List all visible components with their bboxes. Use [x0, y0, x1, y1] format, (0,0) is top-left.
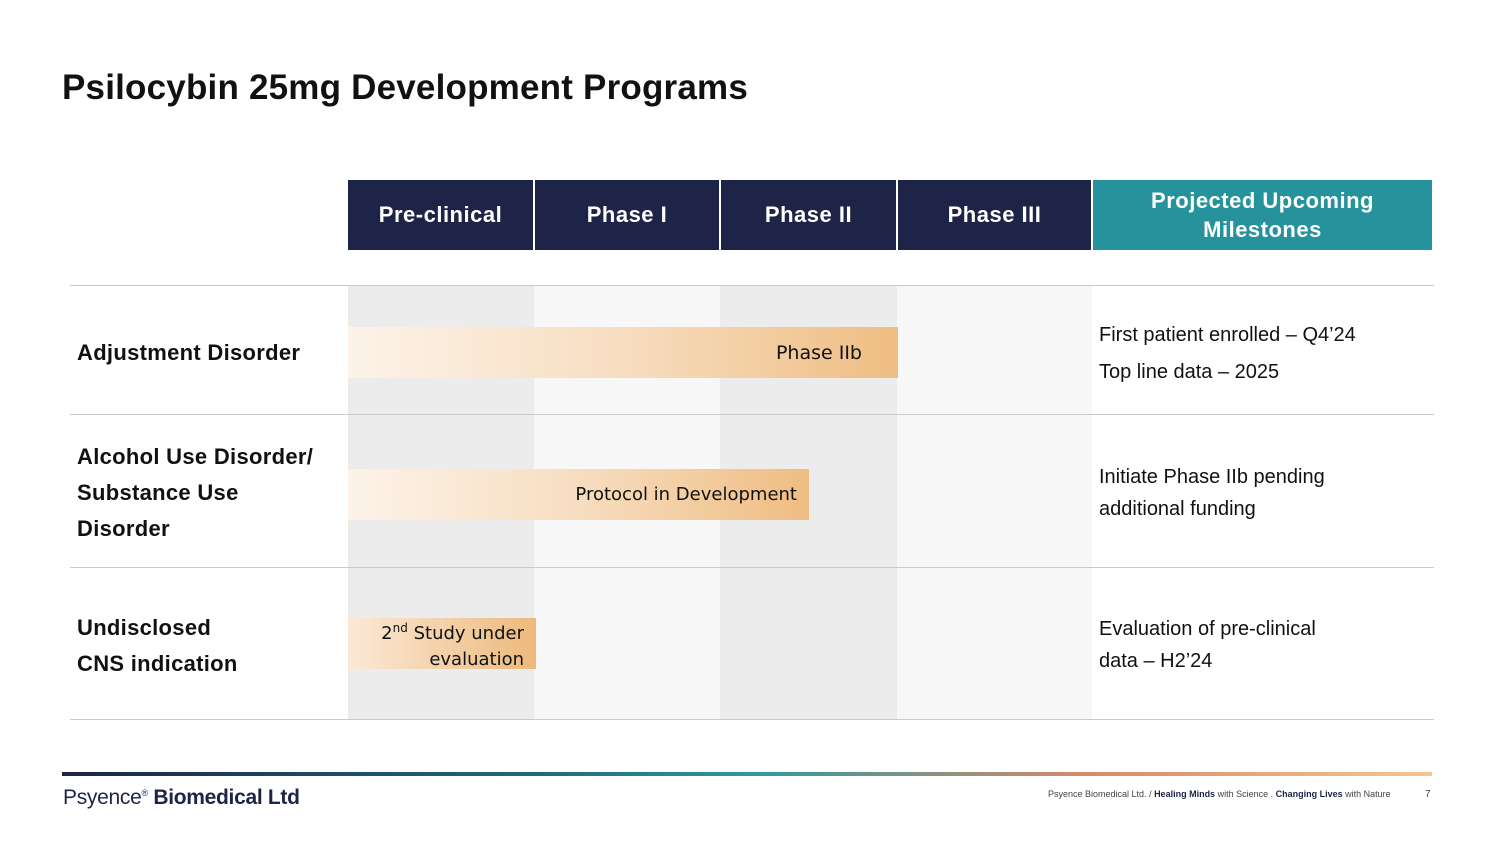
- row-divider: [70, 719, 1434, 720]
- column-bg-phase-3: [897, 286, 1092, 720]
- footer-tagline: Psyence Biomedical Ltd. / Healing Minds …: [1048, 789, 1391, 799]
- milestones-adjustment-disorder: First patient enrolled – Q4’24 Top line …: [1099, 324, 1356, 383]
- bar-label-line-1: 2nd Study under: [381, 620, 524, 644]
- row-divider: [70, 285, 1434, 286]
- row-divider: [70, 567, 1434, 568]
- footer-gradient-line: [62, 772, 1432, 776]
- company-logo: Psyence® Biomedical Ltd: [63, 786, 300, 809]
- bar-label-line-2: evaluation: [429, 648, 524, 670]
- header-phase-3: Phase III: [898, 180, 1091, 250]
- milestones-undisclosed-cns: Evaluation of pre-clinical data – H2’24: [1099, 618, 1316, 672]
- row-divider: [70, 414, 1434, 415]
- progress-bar-adjustment-disorder: Phase IIb: [348, 327, 898, 378]
- row-label-alcohol-use-disorder: Alcohol Use Disorder/ Substance Use Diso…: [77, 444, 314, 541]
- header-preclinical: Pre-clinical: [348, 180, 533, 250]
- milestones-alcohol-use-disorder: Initiate Phase IIb pending additional fu…: [1099, 466, 1325, 520]
- row-label-undisclosed-cns: Undisclosed CNS indication: [77, 615, 238, 676]
- header-phase-2: Phase II: [721, 180, 896, 250]
- header-phase-1: Phase I: [535, 180, 719, 250]
- progress-bar-undisclosed-cns: 2nd Study under evaluation: [348, 618, 536, 670]
- progress-bar-alcohol-use-disorder: Protocol in Development: [348, 469, 809, 520]
- page-title: Psilocybin 25mg Development Programs: [62, 68, 749, 107]
- header-milestones: Projected Upcoming Milestones: [1093, 180, 1432, 250]
- page-number: 7: [1425, 789, 1431, 800]
- row-label-adjustment-disorder: Adjustment Disorder: [77, 340, 301, 365]
